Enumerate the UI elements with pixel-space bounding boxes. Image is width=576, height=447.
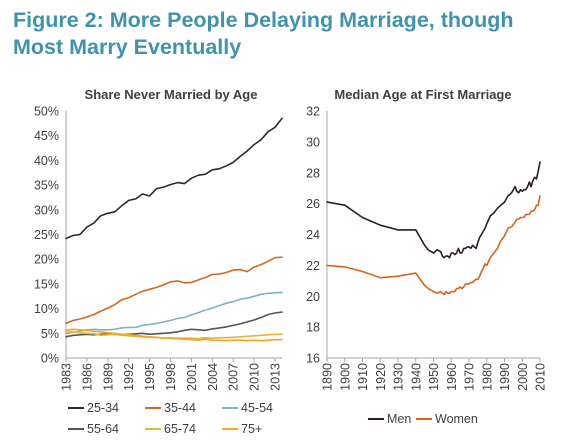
y-tick-label: 10% [34, 302, 59, 316]
figure-title-line-2: Most Marry Eventually [13, 35, 242, 59]
chart-share-never-married: Share Never Married by Age 0% 5% 10% 15% 20% 2… [34, 87, 283, 436]
x-tick-label: 2010 [248, 363, 262, 391]
x-tick-label: 1990 [498, 363, 512, 391]
chart-median-age-first-marriage: Median Age at First Marriage 16 18 20 22 24 26… [306, 87, 547, 426]
chart-title: Median Age at First Marriage [334, 87, 511, 102]
x-tick-label: 1980 [480, 363, 494, 391]
series-line-women [326, 195, 541, 296]
x-tick-label: 1910 [356, 363, 370, 391]
x-tick-label: 2000 [516, 363, 530, 391]
chart-title: Share Never Married by Age [85, 87, 258, 102]
y-tick-label: 50% [34, 105, 59, 119]
legend-label-65-74: 65-74 [164, 422, 196, 436]
figure-title-line-1: Figure 2: More People Delaying Marriage,… [13, 8, 514, 32]
series-line-25-34 [65, 117, 283, 240]
y-tick-label: 25% [34, 228, 59, 242]
x-tick-label: 1995 [143, 363, 157, 391]
x-tick-label: 1992 [122, 363, 136, 391]
figure-title: Figure 2: More People Delaying Marriage,… [13, 7, 569, 61]
x-tick-label: 1930 [392, 363, 406, 391]
y-tick-label: 20 [306, 290, 320, 304]
x-tick-label: 1970 [463, 363, 477, 391]
legend-label-women: Women [435, 412, 478, 426]
x-tick-label: 2004 [206, 363, 220, 391]
series-line-45-54 [65, 291, 283, 335]
x-tick-label: 1900 [338, 363, 352, 391]
y-tick-label: 22 [306, 259, 320, 273]
x-tick-label: 1960 [445, 363, 459, 391]
x-tick-label: 1940 [409, 363, 423, 391]
y-tick-label: 26 [306, 197, 320, 211]
x-tick-label: 1920 [374, 363, 388, 391]
x-tick-label: 1983 [60, 363, 74, 391]
y-tick-label: 35% [34, 179, 59, 193]
y-tick-label: 18 [306, 321, 320, 335]
y-tick-label: 28 [306, 166, 320, 180]
y-tick-label: 5% [41, 327, 59, 341]
x-tick-label: 1890 [321, 363, 335, 391]
legend-label-men: Men [387, 412, 411, 426]
x-tick-label: 2010 [534, 363, 548, 391]
legend-label-45-54: 45-54 [241, 401, 273, 415]
x-tick-label: 1986 [80, 363, 94, 391]
y-tick-label: 30% [34, 203, 59, 217]
y-tick-label: 45% [34, 129, 59, 143]
x-tick-label: 2001 [185, 363, 199, 391]
x-tick-label: 1989 [101, 363, 115, 391]
series-line-35-44 [65, 256, 283, 325]
y-tick-label: 32 [306, 105, 320, 119]
legend-label-75: 75+ [241, 422, 262, 436]
series-line-75 [65, 328, 283, 342]
x-tick-label: 1950 [427, 363, 441, 391]
y-tick-label: 15% [34, 277, 59, 291]
series-line-55-64 [65, 311, 283, 338]
y-tick-label: 40% [34, 154, 59, 168]
y-tick-label: 30 [306, 135, 320, 149]
y-tick-label: 20% [34, 253, 59, 267]
x-tick-label: 1998 [164, 363, 178, 391]
series-line-men [326, 161, 541, 259]
y-tick-label: 16 [306, 352, 320, 366]
legend-label-35-44: 35-44 [164, 401, 196, 415]
x-tick-label: 2007 [227, 363, 241, 391]
y-tick-label: 0% [41, 352, 59, 366]
x-tick-label: 2013 [269, 363, 283, 391]
y-tick-label: 24 [306, 228, 320, 242]
legend-label-55-64: 55-64 [87, 422, 119, 436]
legend-label-25-34: 25-34 [87, 401, 119, 415]
